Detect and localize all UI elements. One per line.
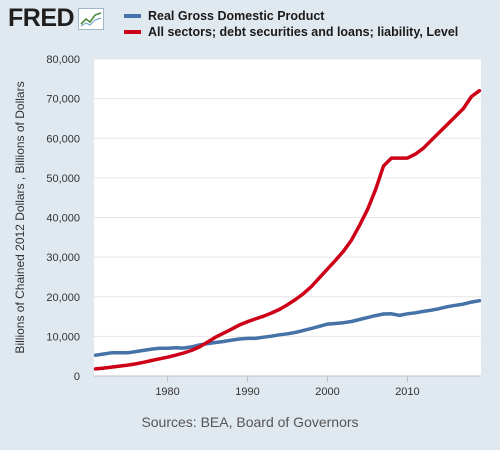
y-tick-label: 70,000 bbox=[46, 94, 80, 106]
legend-item-gdp[interactable]: Real Gross Domestic Product bbox=[124, 8, 458, 24]
y-tick-label: 80,000 bbox=[46, 54, 80, 66]
legend-label-debt: All sectors; debt securities and loans; … bbox=[148, 25, 459, 39]
legend-item-debt[interactable]: All sectors; debt securities and loans; … bbox=[124, 24, 458, 40]
y-tick-label: 20,000 bbox=[46, 292, 80, 304]
chart-area: 0 10,000 20,000 30,000 40,000 50,000 60,000 70,… bbox=[13, 54, 482, 398]
chart-legend: Real Gross Domestic Product All sectors;… bbox=[124, 8, 458, 40]
source-note: Sources: BEA, Board of Governors bbox=[141, 414, 359, 430]
x-tick-label: 1990 bbox=[235, 386, 259, 398]
series-line-debt[interactable] bbox=[93, 88, 482, 371]
y-tick-label: 30,000 bbox=[46, 252, 80, 264]
x-tick-label: 1980 bbox=[155, 386, 179, 398]
series-lines bbox=[93, 88, 482, 371]
y-axis: 0 10,000 20,000 30,000 40,000 50,000 60,000 70,… bbox=[46, 54, 80, 383]
legend-swatch-gdp bbox=[124, 14, 141, 18]
series-line-gdp[interactable] bbox=[93, 298, 482, 357]
x-tick-label: 2000 bbox=[315, 386, 339, 398]
fred-logo-text: FRED bbox=[8, 4, 75, 32]
x-tick-label: 2010 bbox=[395, 386, 419, 398]
chart-header: FRED Real Gross Domestic Product All sec… bbox=[0, 0, 500, 46]
y-tick-label: 60,000 bbox=[46, 133, 80, 145]
y-tick-label: 0 bbox=[74, 371, 80, 383]
x-axis: 1980 1990 2000 2010 bbox=[94, 375, 481, 398]
y-tick-label: 40,000 bbox=[46, 213, 80, 225]
y-tick-label: 10,000 bbox=[46, 331, 80, 343]
fred-logo[interactable]: FRED bbox=[8, 4, 105, 32]
legend-label-gdp: Real Gross Domestic Product bbox=[148, 9, 325, 23]
y-axis-label: Billions of Chained 2012 Dollars , Billi… bbox=[13, 81, 27, 353]
legend-swatch-debt bbox=[124, 30, 141, 34]
line-chart-icon bbox=[78, 8, 105, 30]
y-tick-label: 50,000 bbox=[46, 173, 80, 185]
